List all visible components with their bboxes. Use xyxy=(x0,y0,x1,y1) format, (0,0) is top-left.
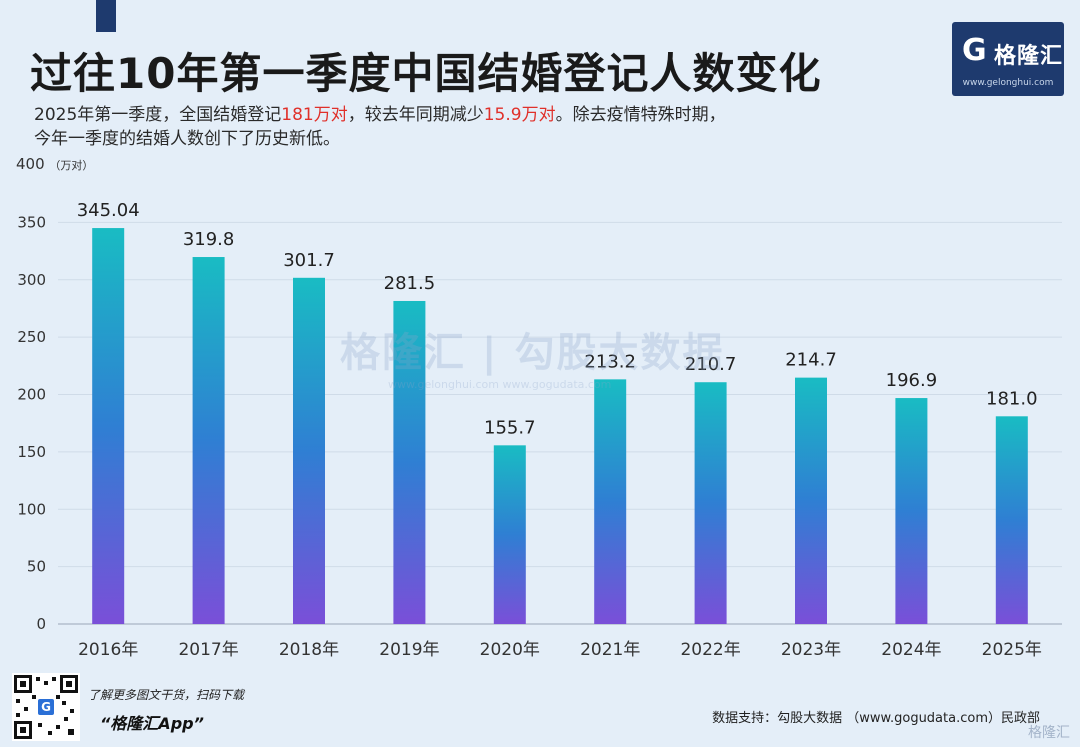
bar xyxy=(92,228,125,625)
qr-pattern xyxy=(14,675,78,739)
bar xyxy=(694,382,727,624)
y-tick-label: 100 xyxy=(17,500,46,518)
y-tick-label: 150 xyxy=(17,443,46,461)
y-axis-unit-label: （万对） xyxy=(49,159,94,172)
subtitle-line-2: 今年一季度的结婚人数创下了历史新低。 xyxy=(34,129,340,149)
subtitle-text-e: 。除去疫情特殊时期， xyxy=(555,105,726,125)
y-tick-label: 250 xyxy=(17,328,46,346)
data-source: 数据支持：勾股大数据 （www.gogudata.com）民政部 xyxy=(712,711,1040,726)
corner-accent xyxy=(96,0,116,32)
x-tick-label: 2025年 xyxy=(982,640,1042,660)
data-label: 281.5 xyxy=(384,273,436,294)
data-label: 319.8 xyxy=(183,229,235,250)
bar xyxy=(293,277,325,624)
y-tick-label: 200 xyxy=(17,386,46,404)
subtitle: 2025年第一季度，全国结婚登记181万对，较去年同期减少15.9万对。除去疫情… xyxy=(34,103,726,151)
data-label: 155.7 xyxy=(484,417,536,438)
bar xyxy=(795,377,827,624)
watermark-main: 格隆汇 | 勾股大数据 xyxy=(340,330,725,376)
qr-code[interactable]: G xyxy=(12,673,80,741)
bar xyxy=(594,379,627,624)
x-tick-label: 2021年 xyxy=(580,640,640,660)
watermark-sub: www.gelonghui.com www.gogudata.com xyxy=(388,378,612,391)
y-axis-unit: 400 （万对） xyxy=(16,155,93,173)
logo-name: 格隆汇 xyxy=(994,44,1064,69)
x-tick-label: 2024年 xyxy=(881,640,941,660)
highlight-total: 181万对 xyxy=(281,105,348,125)
gelonghui-logo: G 格隆汇 www.gelonghui.com xyxy=(952,22,1064,96)
data-label: 181.0 xyxy=(986,388,1038,409)
qr-logo-icon: G xyxy=(38,699,54,715)
bar xyxy=(895,398,928,624)
y-tick-label: 50 xyxy=(27,558,46,576)
y-axis-top-label: 400 xyxy=(16,155,45,173)
x-tick-label: 2017年 xyxy=(178,640,238,660)
x-tick-label: 2016年 xyxy=(78,640,138,660)
y-tick-label: 0 xyxy=(36,615,46,633)
page-title: 过往10年第一季度中国结婚登记人数变化 xyxy=(30,49,822,98)
y-tick-label: 300 xyxy=(17,271,46,289)
logo-url: www.gelonghui.com xyxy=(962,78,1054,88)
subtitle-text-a: 2025年第一季度，全国结婚登记 xyxy=(34,105,282,125)
promo-line-1: 了解更多图文干货，扫码下载 xyxy=(88,688,245,702)
x-tick-label: 2018年 xyxy=(279,640,339,660)
bar-layer xyxy=(92,228,1028,625)
subtitle-text-c: ，较去年同期减少 xyxy=(347,105,484,125)
promo-line-2: “格隆汇App” xyxy=(100,714,204,733)
subtitle-line-1: 2025年第一季度，全国结婚登记181万对，较去年同期减少15.9万对。除去疫情… xyxy=(34,103,726,127)
x-tick-label: 2023年 xyxy=(781,640,841,660)
data-label: 301.7 xyxy=(283,250,335,271)
logo-g-icon: G xyxy=(962,33,987,68)
x-tick-label: 2022年 xyxy=(680,640,740,660)
label-layer: 345.04 2016年 319.8 2017年 301.7 2018年 281.5 2019… xyxy=(77,200,1042,660)
highlight-decrease: 15.9万对 xyxy=(483,105,556,125)
bar xyxy=(393,300,426,624)
watermark: 格隆汇 | 勾股大数据 www.gelonghui.com www.goguda… xyxy=(340,320,724,391)
data-label: 214.7 xyxy=(785,350,837,371)
bar xyxy=(192,257,225,624)
corner-watermark: 格隆汇 xyxy=(1028,725,1070,741)
x-tick-label: 2019年 xyxy=(379,640,439,660)
x-tick-label: 2020年 xyxy=(480,640,540,660)
data-label: 196.9 xyxy=(886,370,938,391)
grid-layer: 0 50 100 150 200 250 300 350 xyxy=(17,213,1062,633)
bar xyxy=(995,416,1028,624)
y-tick-label: 350 xyxy=(17,213,46,231)
bar xyxy=(493,445,526,624)
data-label: 213.2 xyxy=(584,351,636,372)
data-label: 210.7 xyxy=(685,354,737,375)
data-label: 345.04 xyxy=(77,200,140,221)
